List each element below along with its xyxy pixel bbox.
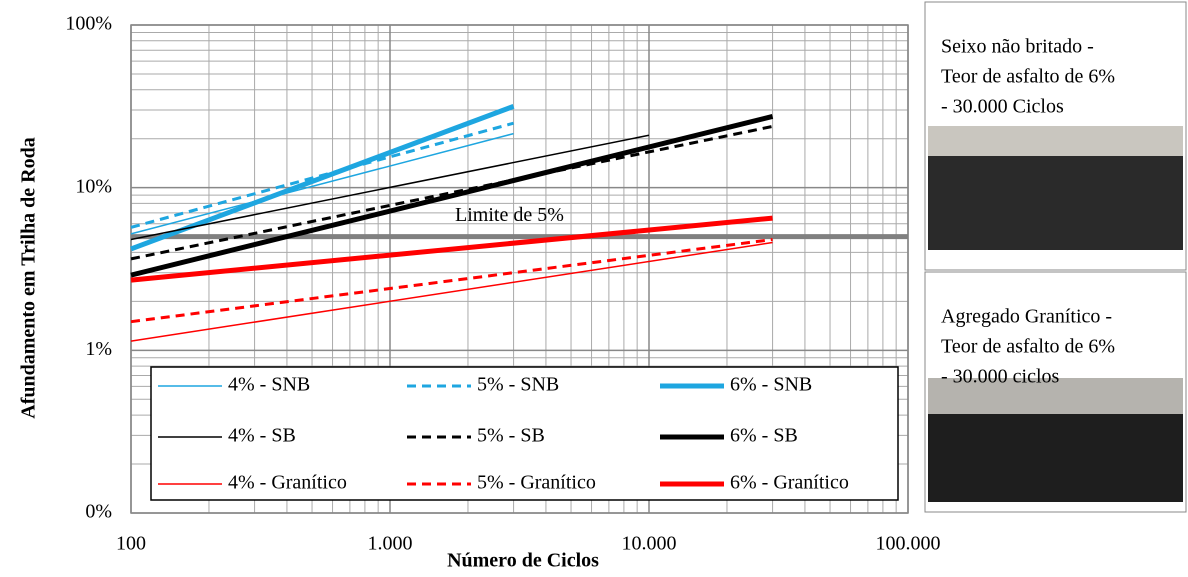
legend-label: 5% - Granítico — [477, 472, 596, 494]
y-tick-label: 10% — [75, 175, 112, 197]
x-tick-label: 100.000 — [876, 533, 941, 555]
legend-label: 4% - SNB — [228, 374, 310, 396]
limit-label: Limite de 5% — [455, 204, 564, 226]
y-tick-label: 100% — [65, 13, 112, 35]
y-axis-title: Afundamento em Trilha de Roda — [18, 137, 40, 419]
panel-caption: Seixo não britado - — [941, 36, 1094, 58]
y-tick-label: 0% — [85, 501, 112, 523]
legend-label: 4% - Granítico — [228, 472, 347, 494]
panel-caption: Agregado Granítico - — [941, 306, 1112, 328]
photo-background — [928, 126, 1183, 156]
y-tick-label: 1% — [85, 338, 112, 360]
legend-label: 5% - SB — [477, 425, 545, 447]
legend-label: 5% - SNB — [477, 374, 559, 396]
x-tick-label: 100 — [116, 533, 146, 555]
x-tick-label: 10.000 — [622, 533, 677, 555]
legend-label: 6% - SNB — [730, 374, 812, 396]
panel-caption: - 30.000 Ciclos — [941, 96, 1064, 118]
legend-label: 6% - Granítico — [730, 472, 849, 494]
panel-caption: Teor de asfalto de 6% — [941, 336, 1115, 358]
x-axis-title: Número de Ciclos — [447, 550, 599, 572]
panel-caption: - 30.000 ciclos — [941, 366, 1060, 388]
legend-label: 4% - SB — [228, 425, 296, 447]
panel-caption: Teor de asfalto de 6% — [941, 66, 1115, 88]
legend-label: 6% - SB — [730, 425, 798, 447]
chart: Número de Ciclos Afundamento em Trilha d… — [0, 0, 1188, 572]
x-tick-label: 1.000 — [368, 533, 413, 555]
series-line — [131, 243, 773, 342]
